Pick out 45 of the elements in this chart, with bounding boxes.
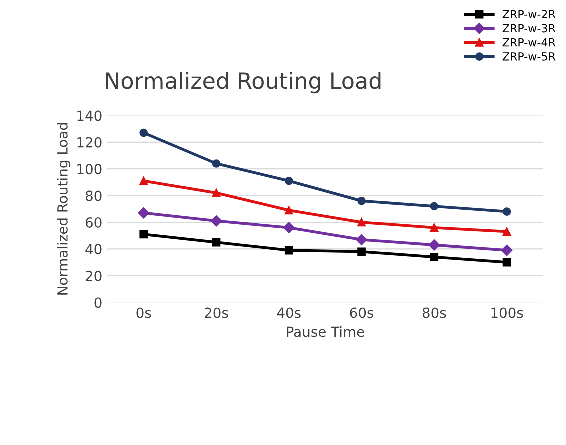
point [430,202,439,211]
point [284,222,295,234]
point [212,188,221,198]
x-axis-title: Pause Time [287,326,364,338]
point [140,176,148,186]
y-tick-label: 100 [78,164,102,175]
point [502,228,512,236]
y-tick-label: 40 [86,244,102,255]
y-tick-label: 20 [86,270,102,282]
y-tick-label: 60 [86,217,102,228]
point [284,176,294,186]
point [210,216,222,227]
point [138,208,150,219]
point [212,238,221,247]
y-axis-title: Normalized Routing Load [57,123,71,295]
point [284,246,294,255]
point [430,224,439,232]
point [501,244,513,256]
point [502,208,512,216]
point [284,206,294,215]
y-tick-label: 80 [86,190,102,202]
x-tick-label: 80s [422,308,446,318]
legend-label: ZRP-w-3R [502,24,556,33]
x-tick-label: 0s [136,308,152,318]
point [140,230,148,239]
x-tick-label: 60s [350,308,374,318]
point [358,218,366,227]
point [356,234,368,246]
x-tick-label: 100s [492,308,524,318]
point [502,258,512,267]
y-tick-label: 0 [94,298,102,308]
legend-label: ZRP-w-5R [502,52,556,61]
y-tick-label: 140 [78,110,102,122]
point [358,248,366,256]
x-tick-label: 40s [277,308,301,318]
y-tick-label: 120 [78,137,102,148]
legend-label: ZRP-w-2R [502,10,556,18]
legend-label: ZRP-w-4R [502,38,556,47]
point [358,196,366,206]
x-tick-label: 20s [205,308,228,318]
point [430,253,439,262]
chart-title: Normalized Routing Load [106,72,381,94]
point [140,128,148,138]
point [428,240,440,251]
point [212,160,221,168]
